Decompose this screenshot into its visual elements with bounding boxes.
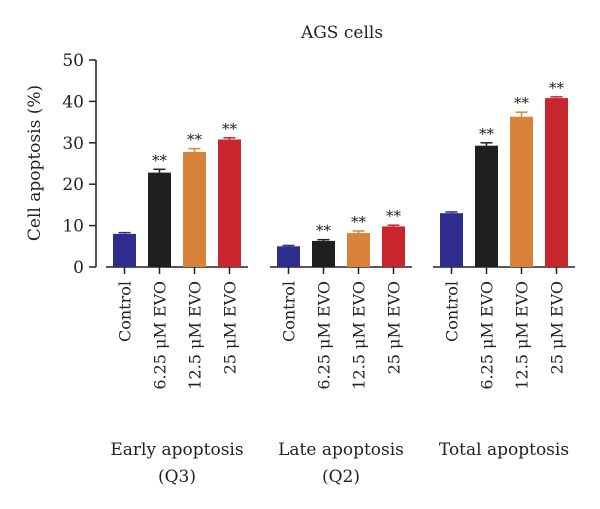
category-label: 12.5 μM EVO [186,281,205,390]
significance-mark: ** [514,94,530,112]
bars-layer [113,96,568,267]
chart-title: AGS cells [300,23,383,43]
y-tick-label: 20 [62,175,84,195]
bar [510,116,533,267]
group-sublabel: (Q3) [158,467,196,487]
bar [113,233,136,267]
significance-mark: ** [549,79,565,97]
bar [183,151,206,267]
bar [148,172,171,267]
category-label: Control [443,281,462,342]
category-label: 25 μM EVO [221,281,240,374]
category-label: 25 μM EVO [385,281,404,374]
labels-layer: Control ** 6.25 μM EVO ** 12.5 μM EVO ** 25 μM… [110,79,569,487]
significance-mark: ** [316,222,332,240]
y-tick-label: 30 [62,134,84,154]
group-label: Total apoptosis [439,440,569,460]
y-tick-label: 40 [62,92,84,112]
bar [545,98,568,267]
bar [218,139,241,267]
significance-mark: ** [386,207,402,225]
significance-mark: ** [479,125,495,143]
bar [440,213,463,267]
significance-mark: ** [187,131,203,149]
category-label: Control [280,281,299,342]
category-label: 6.25 μM EVO [315,281,334,390]
y-axis-label: Cell apoptosis (%) [25,85,45,241]
group-sublabel: (Q2) [322,467,360,487]
y-tick-label: 10 [62,217,84,237]
category-label: 6.25 μM EVO [151,281,170,390]
bar [347,233,370,267]
group-label: Early apoptosis [110,440,243,460]
group-label: Late apoptosis [278,440,404,460]
bar [382,226,405,267]
bar [277,246,300,267]
bar [312,240,335,267]
category-label: 12.5 μM EVO [513,281,532,390]
category-label: 12.5 μM EVO [350,281,369,390]
y-tick-label: 0 [73,258,84,278]
category-label: Control [116,281,135,342]
category-label: 25 μM EVO [548,281,567,374]
bar [475,145,498,267]
y-tick-label: 50 [62,51,84,71]
significance-mark: ** [152,151,168,169]
significance-mark: ** [351,213,367,231]
significance-mark: ** [222,120,238,138]
category-label: 6.25 μM EVO [478,281,497,390]
